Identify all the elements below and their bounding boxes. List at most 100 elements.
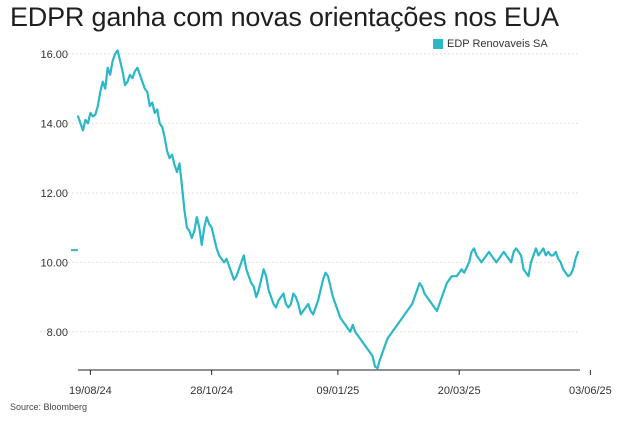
data-point xyxy=(327,275,329,277)
data-point xyxy=(144,88,146,90)
legend-swatch xyxy=(433,39,443,49)
data-point xyxy=(124,84,126,86)
data-point xyxy=(394,328,396,330)
data-point xyxy=(194,230,196,232)
data-point xyxy=(503,251,505,253)
y-tick-label: 12.00 xyxy=(40,188,68,200)
data-point xyxy=(483,258,485,260)
data-point xyxy=(384,345,386,347)
data-point xyxy=(181,185,183,187)
data-point xyxy=(444,289,446,291)
legend-label: EDP Renovaveis SA xyxy=(447,38,548,50)
data-point xyxy=(283,293,285,295)
grid-layer xyxy=(40,53,580,333)
data-point xyxy=(186,227,188,229)
data-point xyxy=(389,334,391,336)
data-point xyxy=(562,268,564,270)
data-point xyxy=(315,307,317,309)
data-point xyxy=(441,296,443,298)
data-point xyxy=(139,74,141,76)
data-point xyxy=(226,258,228,260)
data-point xyxy=(369,352,371,354)
data-point xyxy=(357,334,359,336)
data-point xyxy=(354,331,356,333)
data-point xyxy=(362,341,364,343)
data-point xyxy=(312,314,314,316)
data-point xyxy=(377,367,379,369)
data-point xyxy=(463,272,465,274)
data-point xyxy=(268,289,270,291)
data-point xyxy=(567,275,569,277)
data-point xyxy=(493,258,495,260)
data-point xyxy=(142,81,144,83)
data-point xyxy=(77,116,79,118)
y-axis-ticks: 16.00 14.00 12.00 10.00 8.00 xyxy=(40,49,68,339)
data-point xyxy=(80,123,82,125)
data-point xyxy=(293,293,295,295)
data-point xyxy=(421,286,423,288)
data-point xyxy=(466,267,468,269)
data-point xyxy=(218,255,220,257)
data-point xyxy=(409,307,411,309)
data-point xyxy=(129,74,131,76)
data-point xyxy=(419,282,421,284)
data-point xyxy=(248,275,250,277)
data-point xyxy=(147,91,149,93)
data-point xyxy=(340,317,342,319)
data-point xyxy=(387,338,389,340)
data-point xyxy=(510,262,512,264)
data-point xyxy=(317,300,319,302)
y-tick-label: 14.00 xyxy=(40,118,68,130)
data-point xyxy=(392,331,394,333)
data-point xyxy=(359,338,361,340)
data-point xyxy=(416,289,418,291)
data-point xyxy=(280,296,282,298)
data-point xyxy=(476,255,478,257)
data-point xyxy=(117,50,119,52)
data-point xyxy=(461,268,463,270)
data-point xyxy=(288,307,290,309)
series-line-edp-renovaveis xyxy=(76,49,580,370)
data-point xyxy=(500,255,502,257)
data-point xyxy=(263,268,265,270)
data-point xyxy=(203,227,205,229)
data-point xyxy=(159,123,161,125)
data-point xyxy=(300,314,302,316)
data-point xyxy=(174,164,176,166)
data-point xyxy=(325,272,327,274)
data-point xyxy=(439,303,441,305)
data-point xyxy=(228,265,230,267)
data-point xyxy=(134,70,136,72)
data-point xyxy=(161,126,163,128)
x-tick-label: 09/01/25 xyxy=(316,385,359,397)
data-point xyxy=(530,262,532,264)
data-point xyxy=(352,324,354,326)
data-point xyxy=(85,119,87,121)
data-point xyxy=(572,268,574,270)
chart-title: EDPR ganha com novas orientações nos EUA xyxy=(10,2,559,32)
data-point xyxy=(298,303,300,305)
data-point xyxy=(119,60,121,62)
data-point xyxy=(246,268,248,270)
data-point xyxy=(513,251,515,253)
data-point xyxy=(320,289,322,291)
data-point xyxy=(456,275,458,277)
data-point xyxy=(285,303,287,305)
data-point xyxy=(446,282,448,284)
data-point xyxy=(97,105,99,107)
data-point xyxy=(342,321,344,323)
data-point xyxy=(448,279,450,281)
data-point xyxy=(535,248,537,250)
data-point xyxy=(253,286,255,288)
data-point xyxy=(169,157,171,159)
data-point xyxy=(223,262,225,264)
data-point xyxy=(570,274,572,276)
data-point xyxy=(191,237,193,239)
data-point xyxy=(305,307,307,309)
data-point xyxy=(238,268,240,270)
data-point xyxy=(151,102,153,104)
data-point xyxy=(382,352,384,354)
data-point xyxy=(260,279,262,281)
y-tick-label: 16.00 xyxy=(40,49,68,61)
data-point xyxy=(273,303,275,305)
